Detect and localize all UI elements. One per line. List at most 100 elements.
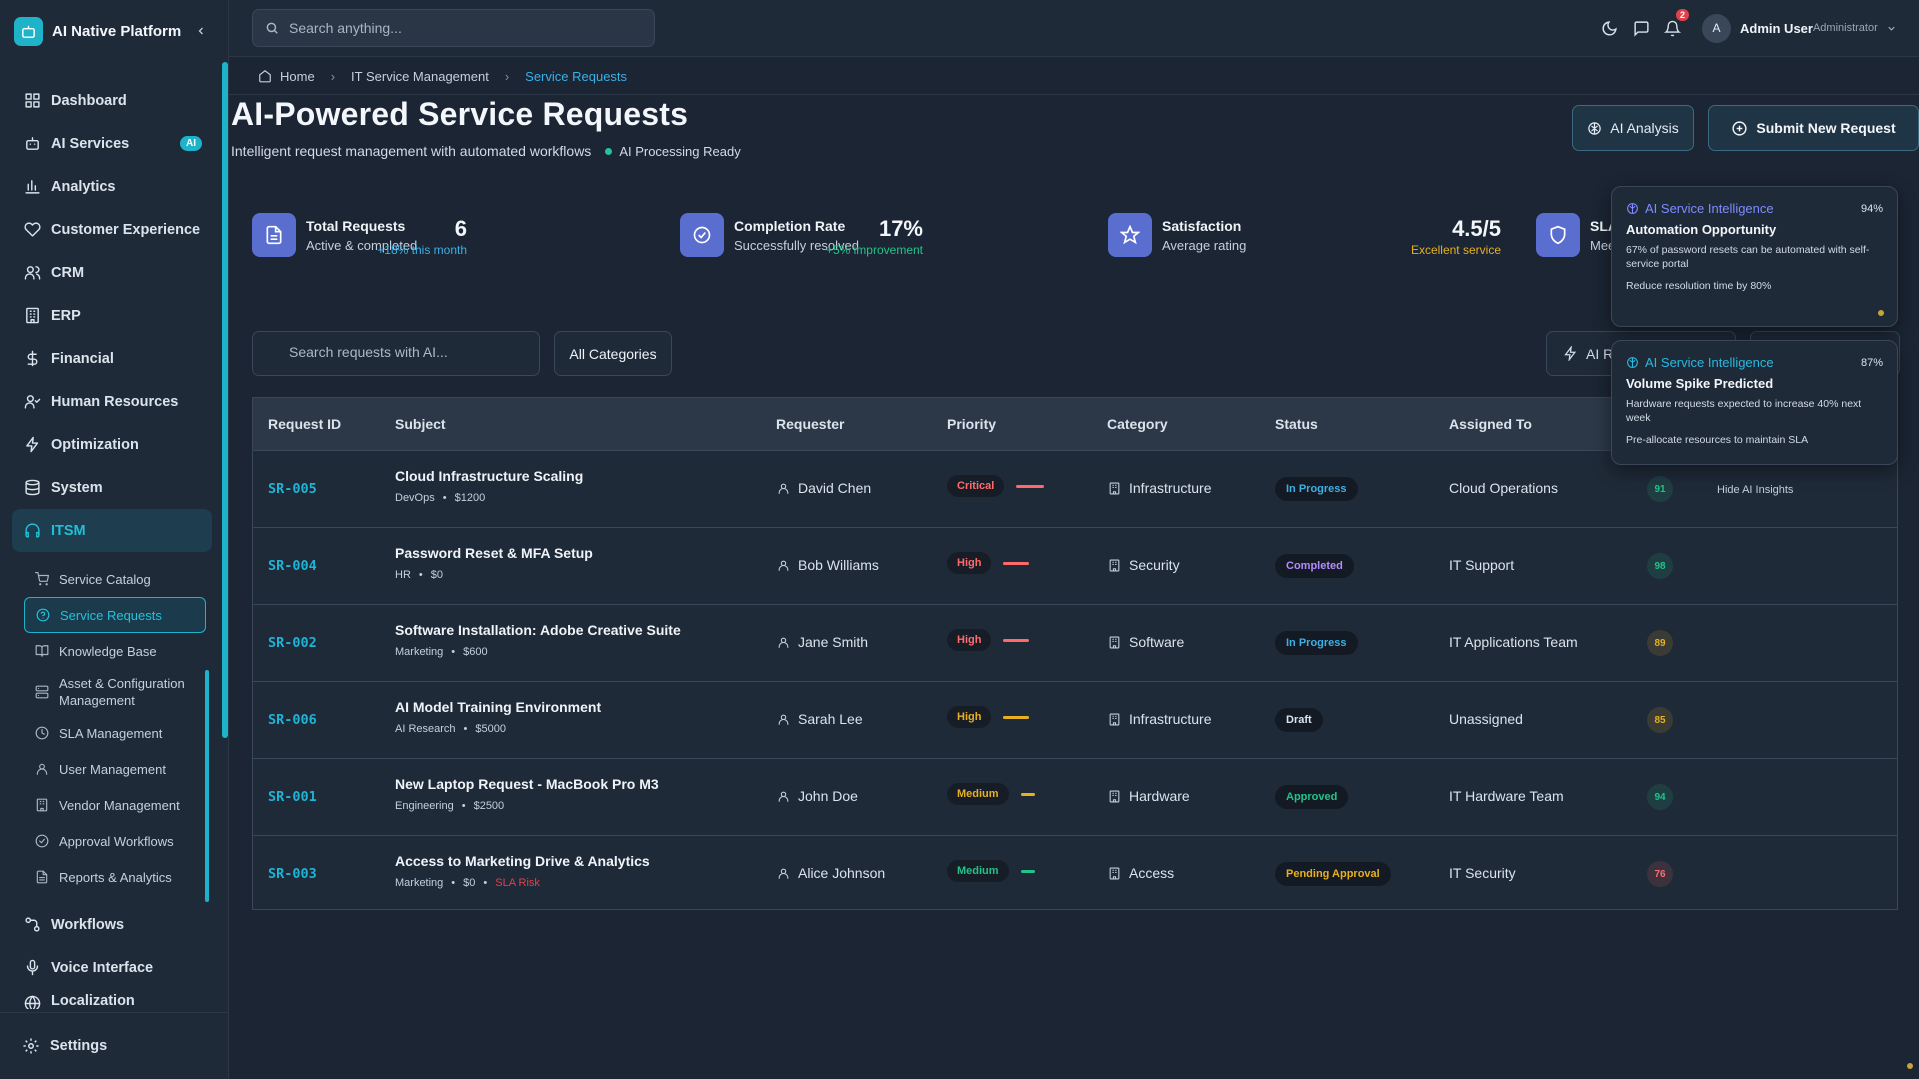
column-header[interactable]: Request ID [268,416,342,432]
subnav-item-vendor-management[interactable]: Vendor Management [24,787,206,823]
request-id-link[interactable]: SR-005 [268,481,317,497]
subnav-item-service-catalog[interactable]: Service Catalog [24,561,206,597]
request-subject[interactable]: Password Reset & MFA Setup [395,545,593,561]
priority-bar [1003,715,1030,719]
sidebar-item-erp[interactable]: ERP [12,294,212,337]
request-subject[interactable]: Cloud Infrastructure Scaling [395,468,584,484]
sidebar-item-itsm[interactable]: ITSM [12,509,212,552]
collapse-sidebar-icon[interactable] [192,22,210,40]
subnav-item-sla-management[interactable]: SLA Management [24,715,206,751]
sidebar-item-voice-interface[interactable]: Voice Interface [12,946,212,989]
insight-body: 67% of password resets can be automated … [1626,244,1870,270]
column-header[interactable]: Priority [947,416,997,432]
status-badge: Pending Approval [1275,862,1391,886]
sidebar-item-analytics[interactable]: Analytics [12,165,212,208]
settings-nav-item[interactable]: Settings [0,1012,229,1079]
sidebar-item-crm[interactable]: CRM [12,251,212,294]
insight-card-volume-spike[interactable]: AI Service Intelligence 87% Volume Spike… [1611,340,1898,465]
table-row[interactable]: SR-006 AI Model Training Environment AI Re… [253,682,1897,759]
sidebar-item-label: Localization [51,993,135,1009]
request-id-link[interactable]: SR-006 [268,712,317,728]
brain-icon [1626,202,1639,215]
stat-sub: Average rating [1162,238,1247,253]
chat-icon[interactable] [1630,17,1652,39]
category-filter-select[interactable]: All Categories [554,331,672,376]
request-subject[interactable]: Access to Marketing Drive & Analytics [395,853,650,869]
insight-card-automation[interactable]: AI Service Intelligence 94% Automation O… [1611,186,1898,327]
subnav-item-reports-and-analytics[interactable]: Reports & Analytics [24,859,206,895]
stat-sla: SLA Mee [1536,212,1618,258]
moon-icon[interactable] [1598,17,1620,39]
request-id-link[interactable]: SR-001 [268,789,317,805]
request-id-link[interactable]: SR-004 [268,558,317,574]
cart-icon [34,571,50,587]
sidebar-item-system[interactable]: System [12,466,212,509]
table-row[interactable]: SR-005 Cloud Infrastructure Scaling DevOps… [253,451,1897,528]
ai-score-badge: 89 [1647,630,1673,656]
subnav-item-asset-and-configuration-management[interactable]: Asset & Configuration Management [24,669,206,715]
category-cell: Infrastructure [1108,480,1211,496]
home-icon[interactable] [258,69,272,83]
request-search[interactable] [252,331,540,376]
sidebar-item-ai-services[interactable]: AI Services AI [12,122,212,165]
column-header[interactable]: Subject [395,416,446,432]
sidebar-item-dashboard[interactable]: Dashboard [12,79,212,122]
breadcrumb-itsm[interactable]: IT Service Management [351,68,489,84]
request-search-input[interactable] [289,344,529,360]
stat-satisfaction: Satisfaction Average rating 4.5/5 Excell… [1108,212,1508,258]
subnav-item-label: Reports & Analytics [59,869,172,885]
table-row[interactable]: SR-001 New Laptop Request - MacBook Pro M… [253,759,1897,836]
sla-risk-badge: SLA Risk [495,877,540,889]
column-header[interactable]: Assigned To [1449,416,1532,432]
global-search[interactable] [252,9,655,47]
request-subject[interactable]: Software Installation: Adobe Creative Su… [395,622,681,638]
breadcrumb-home[interactable]: Home [280,68,315,84]
bot-logo-icon [14,16,43,46]
stat-label: Total Requests [306,218,406,234]
insight-body: Hardware requests expected to increase 4… [1626,398,1862,424]
status-dot [605,147,613,155]
priority-badge: Critical [947,475,1005,497]
request-subject[interactable]: New Laptop Request - MacBook Pro M3 [395,776,659,792]
sidebar-scrollbar[interactable] [222,62,228,738]
bottom-nav: Workflows Voice Interface Localization [12,903,212,1009]
help-circle-icon [35,607,51,623]
subnav-scroll-indicator[interactable] [205,670,209,902]
sidebar-item-customer-experience[interactable]: Customer Experience [12,208,212,251]
subnav-item-user-management[interactable]: User Management [24,751,206,787]
sidebar-item-localization[interactable]: Localization [12,989,212,1009]
global-search-input[interactable] [289,20,629,36]
bell-icon[interactable]: 2 [1661,9,1689,39]
sidebar-item-label: Workflows [51,916,125,933]
request-subject[interactable]: AI Model Training Environment [395,699,602,715]
sidebar-item-workflows[interactable]: Workflows [12,903,212,946]
sidebar-item-label: CRM [51,264,85,281]
subnav-item-approval-workflows[interactable]: Approval Workflows [24,823,206,859]
column-header[interactable]: Category [1107,416,1168,432]
separator-dot: • [442,492,447,504]
brand[interactable]: AI Native Platform [14,16,210,46]
insight-title: Volume Spike Predicted [1626,376,1774,391]
ai-analysis-button[interactable]: AI Analysis [1572,105,1694,151]
building-icon [22,306,42,326]
column-header[interactable]: Status [1275,416,1318,432]
sidebar-item-optimization[interactable]: Optimization [12,423,212,466]
subnav-item-service-requests[interactable]: Service Requests [24,597,206,633]
insight-heading-text: AI Service Intelligence [1645,355,1774,370]
table-row[interactable]: SR-002 Software Installation: Adobe Creat… [253,605,1897,682]
user-menu[interactable]: A Admin User Administrator [1702,13,1897,43]
table-row[interactable]: SR-004 Password Reset & MFA Setup HR • $0 Bob… [253,528,1897,605]
subject-cell: Cloud Infrastructure Scaling DevOps • $1200 [395,468,583,504]
table-row[interactable]: SR-003 Access to Marketing Drive & Analyt… [253,836,1897,913]
sidebar-item-financial[interactable]: Financial [12,337,212,380]
sidebar-item-human-resources[interactable]: Human Resources [12,380,212,423]
request-id-link[interactable]: SR-002 [268,635,317,651]
request-id-link[interactable]: SR-003 [268,866,317,882]
submit-request-button[interactable]: Submit New Request [1708,105,1919,151]
department: HR [395,569,411,581]
priority-bar [1003,638,1030,642]
column-header[interactable]: Requester [776,416,845,432]
subnav-item-knowledge-base[interactable]: Knowledge Base [24,633,206,669]
hide-ai-insights-link[interactable]: Hide AI Insights [1717,484,1794,496]
bot-icon [22,134,42,154]
